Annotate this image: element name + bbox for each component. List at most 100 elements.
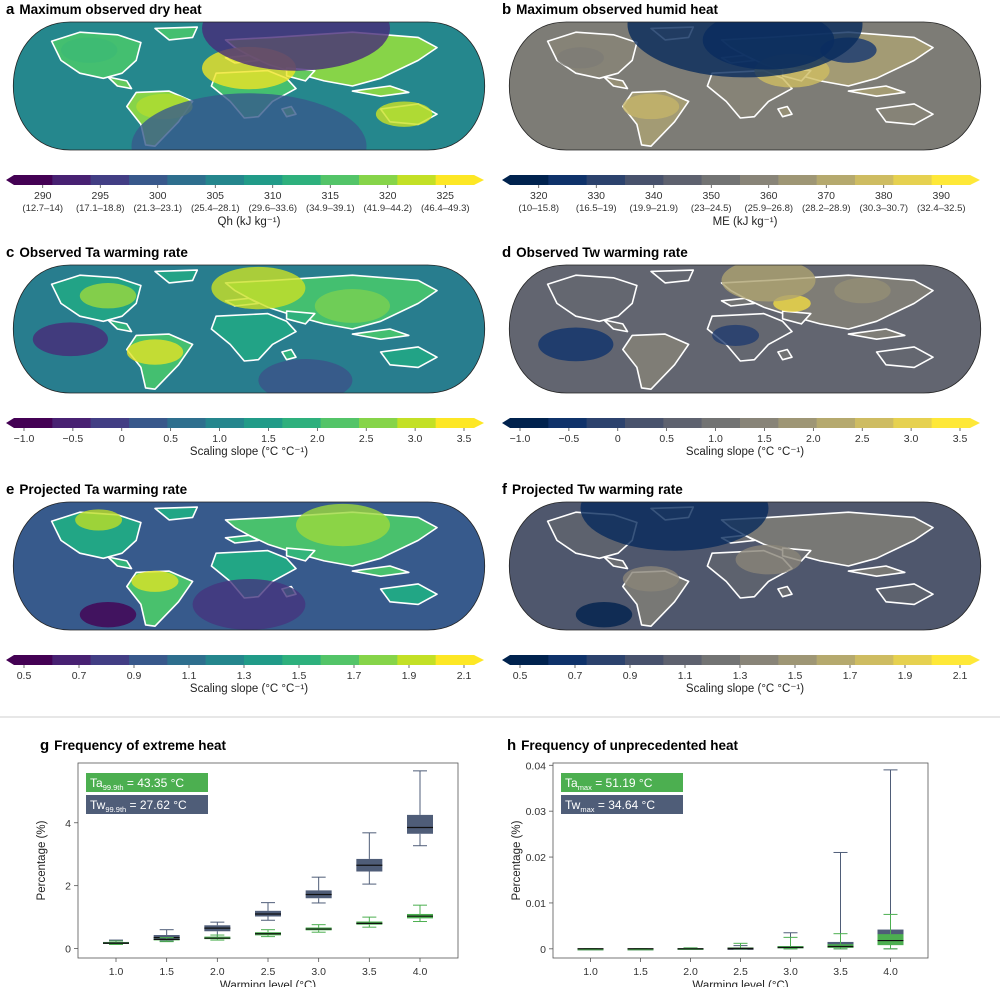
- y-tick-label: 0.02: [526, 852, 547, 864]
- colorbar-tick-label: 0.7: [568, 670, 583, 682]
- colorbar-tick-label: 295: [91, 190, 109, 202]
- colorbar-tick-label: 3.5: [457, 433, 472, 445]
- map-panel-d: d Observed Tw warming rate −1.0 −0.5 0 0.5 1.0…: [502, 244, 981, 458]
- land-mass: [777, 585, 793, 598]
- x-tick-label: 2.0: [683, 966, 698, 978]
- map-f: [509, 502, 981, 630]
- colorbar-segment: [740, 418, 779, 428]
- colorbar-segment: [397, 175, 436, 185]
- colorbar-tick-label: 0.5: [163, 433, 178, 445]
- colorbar-extend-arrow: [6, 655, 14, 665]
- box-ta-1.5: [153, 937, 180, 943]
- colorbar-segment: [397, 655, 436, 665]
- y-axis-label: Percentage (%): [511, 820, 523, 900]
- colorbar-tick-label: 0.5: [513, 670, 528, 682]
- map-panel-title: e Projected Ta warming rate: [6, 481, 188, 498]
- field-anomaly: [314, 289, 390, 323]
- field-anomaly: [538, 327, 614, 362]
- colorbar-extend-arrow: [502, 655, 510, 665]
- colorbar-segment: [244, 175, 283, 185]
- x-tick-label: 3.0: [311, 966, 326, 978]
- legend-label: Tamax = 51.19 °C: [565, 776, 653, 792]
- colorbar-segment: [625, 655, 664, 665]
- map-c: [13, 265, 485, 393]
- map-frame: [509, 264, 981, 394]
- colorbar-tick-label: 1.5: [757, 433, 772, 445]
- colorbar-segment: [205, 655, 245, 665]
- colorbar-tick-label: 0.5: [17, 670, 32, 682]
- colorbar-segment: [816, 655, 856, 665]
- colorbar-extend-arrow: [474, 655, 484, 665]
- box-tw-3.5: [356, 832, 383, 885]
- chart-panels: g Frequency of extreme heat 0 2 4 1.0 1.5 2.0 2.…: [36, 737, 929, 987]
- colorbar-segment: [90, 418, 130, 428]
- colorbar-extend-arrow: [970, 418, 980, 428]
- colorbar-tick-label: 0.9: [127, 670, 142, 682]
- chart-title: g Frequency of extreme heat: [40, 737, 226, 754]
- box-ta-2.0: [677, 947, 704, 950]
- field-anomaly: [131, 570, 179, 592]
- plot-frame: [552, 762, 929, 959]
- colorbar-segment: [625, 175, 664, 185]
- field-anomaly: [575, 601, 633, 628]
- colorbar-tick-label: 320: [530, 190, 548, 202]
- colorbar-tick-label: 315: [321, 190, 339, 202]
- colorbar-segment: [52, 655, 91, 665]
- box-body: [407, 814, 433, 834]
- field-anomaly: [79, 601, 137, 628]
- land-mass: [777, 105, 793, 118]
- colorbar-tick-label: 310: [264, 190, 282, 202]
- land-mass: [281, 348, 297, 361]
- colorbar-subtick-label: (21.3–23.1): [133, 203, 182, 214]
- colorbar-subtick-label: (25.9–26.8): [744, 203, 793, 214]
- land-mass: [603, 76, 629, 90]
- land-mass: [720, 511, 934, 567]
- colorbar-subtick-label: (19.9–21.9): [629, 203, 678, 214]
- box-body: [877, 934, 904, 946]
- colorbar-label: Scaling slope (°C °C⁻¹): [686, 446, 804, 458]
- land-mass: [154, 506, 199, 521]
- plot-frame: [77, 762, 459, 959]
- colorbar-label: ME (kJ kg⁻¹): [713, 216, 778, 228]
- colorbar-subtick-label: (10–15.8): [518, 203, 559, 214]
- colorbar-segment: [701, 655, 741, 665]
- colorbar-segment: [14, 418, 53, 428]
- colorbar-segment: [90, 175, 130, 185]
- colorbar-tick-label: 0: [615, 433, 621, 445]
- colorbar-segment: [167, 418, 206, 428]
- map-frame: [13, 21, 485, 151]
- colorbar-segment: [320, 418, 360, 428]
- map-e: [13, 502, 485, 630]
- colorbar-tick-label: 360: [760, 190, 778, 202]
- colorbar-segment: [931, 655, 971, 665]
- legend-label: Twmax = 34.64 °C: [565, 798, 655, 814]
- colorbar-tick-label: 0.5: [659, 433, 674, 445]
- field-anomaly: [622, 93, 680, 120]
- box-body: [577, 948, 604, 951]
- colorbar-tick-label: 2.5: [359, 433, 374, 445]
- colorbar-segment: [435, 175, 475, 185]
- y-tick-label: 0: [540, 944, 546, 956]
- colorbar-tick-label: −0.5: [63, 433, 84, 445]
- box-tw-3.0: [305, 876, 332, 904]
- colorbar-c: −1.0 −0.5 0 0.5 1.0 1.5 2.0 2.5 3.0 3.5 Scaling sl…: [6, 418, 484, 458]
- legend-entry-ta: Ta99.9th = 43.35 °C: [86, 773, 208, 792]
- colorbar-tick-label: 1.7: [843, 670, 858, 682]
- colorbar-tick-label: 325: [436, 190, 454, 202]
- colorbar-tick-label: 1.1: [678, 670, 693, 682]
- map-panel-b: b Maximum observed humid heat 320(10–15.8)…: [502, 1, 981, 228]
- land-mass: [107, 556, 133, 570]
- colorbar-segment: [855, 655, 894, 665]
- colorbar-segment: [931, 418, 971, 428]
- box-ta-2.5: [255, 929, 281, 938]
- colorbar-tick-label: 300: [149, 190, 167, 202]
- colorbar-segment: [129, 175, 168, 185]
- map-frame: [13, 501, 485, 631]
- colorbar-segment: [663, 418, 702, 428]
- colorbar-subtick-label: (46.4–49.3): [421, 203, 470, 214]
- colorbar-subtick-label: (23–24.5): [691, 203, 732, 214]
- box-ta-1.0: [577, 948, 604, 951]
- colorbar-tick-label: 350: [702, 190, 720, 202]
- legend-entry-tw: Tw99.9th = 27.62 °C: [86, 795, 208, 814]
- box-ta-4.0: [877, 913, 904, 950]
